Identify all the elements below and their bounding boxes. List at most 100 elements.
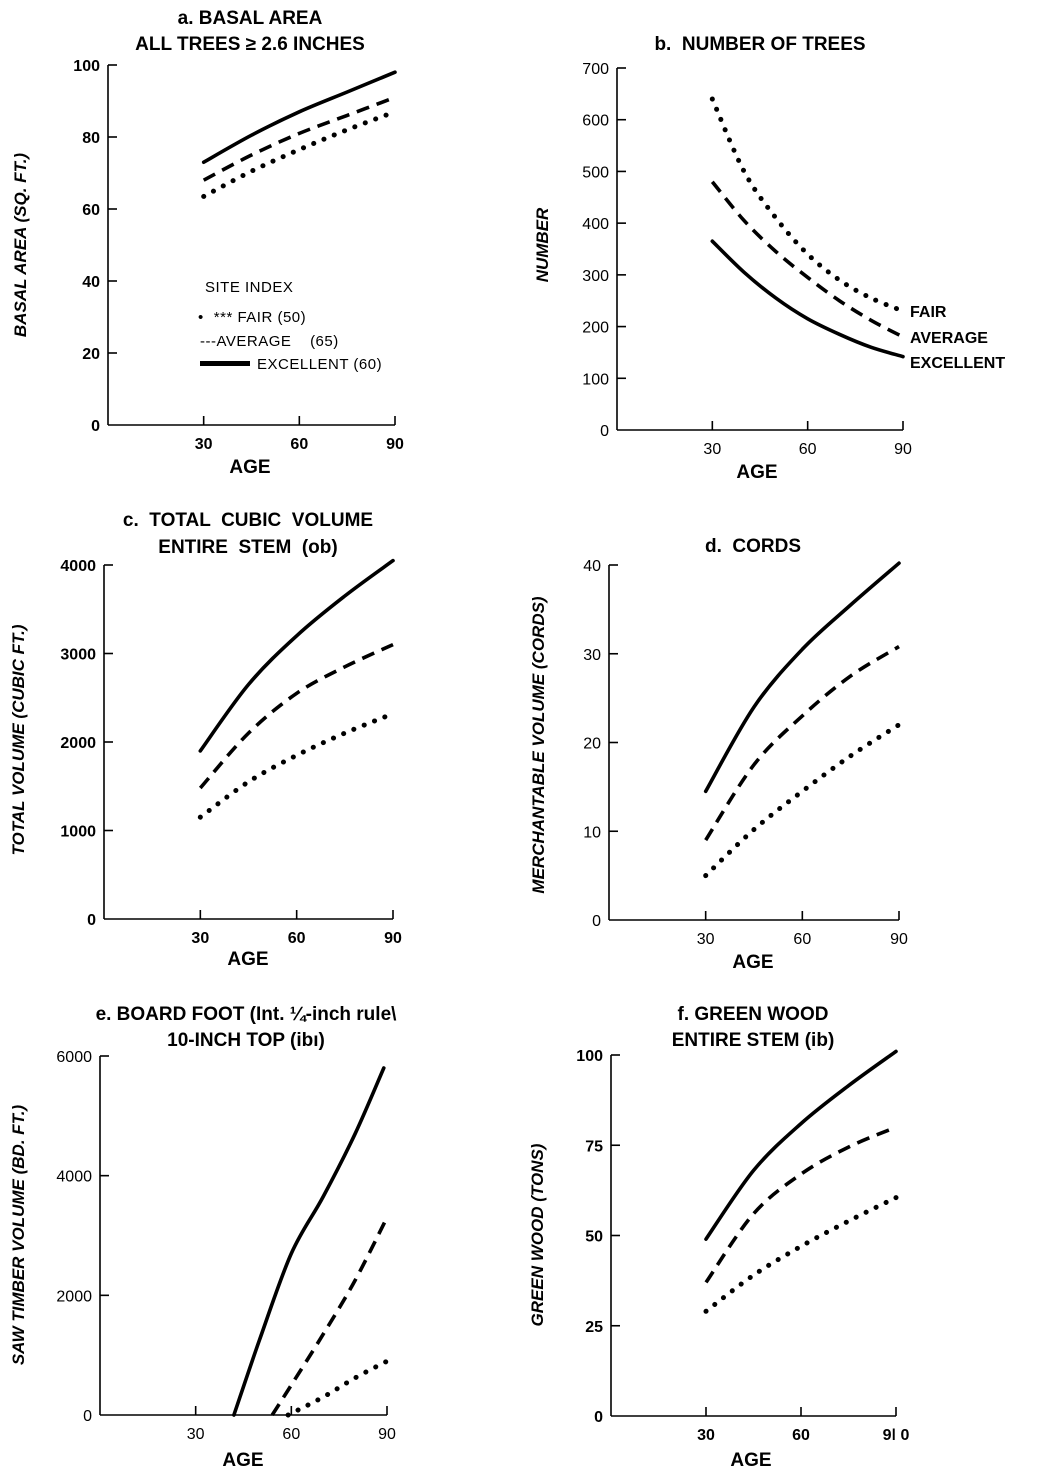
y-tick-label: 2000 — [60, 735, 96, 752]
y-tick-label: 0 — [91, 418, 100, 435]
y-tick-label: 50 — [585, 1229, 603, 1246]
y-tick-label: 0 — [592, 913, 601, 930]
x-tick-label: 90 — [384, 930, 402, 947]
x-tick-label: 90 — [378, 1426, 396, 1443]
y-tick-label: 600 — [582, 113, 609, 130]
series-fair-line — [197, 711, 396, 820]
series-excellent-line — [703, 561, 901, 794]
panel-b-y-axis-label: NUMBER — [533, 207, 552, 282]
legend-title: SITE INDEX — [205, 279, 293, 296]
series-excellent-line — [710, 239, 905, 359]
y-tick-label: 6000 — [56, 1049, 92, 1066]
y-tick-label: 700 — [582, 61, 609, 78]
y-tick-label: 0 — [87, 912, 96, 929]
series-average-line — [704, 645, 900, 842]
x-tick-label: 30 — [187, 1426, 205, 1443]
panel-a-title-line1: a. BASAL AREA — [178, 8, 323, 29]
panel-b-title: b. NUMBER OF TREES — [654, 34, 865, 55]
x-tick-label: 60 — [282, 1426, 300, 1443]
x-tick-label: 30 — [191, 930, 209, 947]
y-tick-label: 0 — [600, 423, 609, 440]
x-tick-label: 60 — [799, 441, 817, 458]
panel-f-y-axis-label: GREEN WOOD (TONS) — [528, 1143, 547, 1326]
y-tick-label: 100 — [73, 58, 100, 75]
panel-a-title-line2: ALL TREES ≥ 2.6 INCHES — [135, 34, 365, 55]
series-average-line — [198, 642, 394, 790]
panel-e-title-line1: e. BOARD FOOT (Int. ¼-inch rule\ — [96, 1004, 398, 1025]
series-average-line — [710, 180, 904, 339]
x-tick-label: 9ǀ 0 — [883, 1427, 910, 1444]
panel-a-y-axis-label: BASAL AREA (SQ. FT.) — [11, 153, 30, 338]
series-fair-line — [703, 1195, 899, 1314]
x-tick-label: 30 — [697, 1427, 715, 1444]
x-tick-label: 60 — [793, 931, 811, 948]
panel-f-x-axis-label: AGE — [730, 1450, 771, 1471]
x-tick-label: 30 — [697, 931, 715, 948]
panel-a-x-axis-label: AGE — [229, 457, 270, 478]
panel-c-title-line1: c. TOTAL CUBIC VOLUME — [123, 510, 373, 531]
panel-f-green-wood: f. GREEN WOOD ENTIRE STEM (ib) GREEN WOO… — [528, 1004, 909, 1471]
y-tick-label: 2000 — [56, 1288, 92, 1305]
series-fair-line — [703, 722, 902, 879]
panel-f-title-line1: f. GREEN WOOD — [678, 1004, 829, 1025]
x-tick-label: 90 — [894, 441, 912, 458]
panel-b-x-axis-label: AGE — [736, 462, 777, 483]
legend-label-average: ---AVERAGE (65) — [200, 333, 339, 350]
y-tick-label: 60 — [82, 202, 100, 219]
y-tick-label: 3000 — [60, 647, 96, 664]
x-tick-label: 30 — [195, 436, 213, 453]
y-tick-label: 100 — [576, 1048, 603, 1065]
panel-d-cords: d. CORDS MERCHANTABLE VOLUME (CORDS) AGE… — [529, 536, 908, 973]
y-tick-label: 100 — [582, 371, 609, 388]
x-tick-label: 90 — [386, 436, 404, 453]
panel-e-board-foot: e. BOARD FOOT (Int. ¼-inch rule\ 10-INCH… — [9, 1004, 397, 1471]
y-tick-label: 200 — [582, 320, 609, 337]
y-tick-label: 500 — [582, 164, 609, 181]
y-tick-label: 75 — [585, 1138, 603, 1155]
y-tick-label: 1000 — [60, 824, 96, 841]
series-excellent-line — [704, 1049, 898, 1241]
panel-d-y-axis-label: MERCHANTABLE VOLUME (CORDS) — [529, 596, 548, 894]
legend-fair-text: *** FAIR (50) — [214, 309, 306, 326]
panel-a-legend: SITE INDEX • *** FAIR (50) ---AVERAGE (65… — [198, 279, 382, 373]
end-label-fair: FAIR — [910, 304, 947, 321]
y-tick-label: 0 — [594, 1409, 603, 1426]
x-tick-label: 60 — [792, 1427, 810, 1444]
panel-b-number-of-trees: b. NUMBER OF TREES NUMBER AGE 0 100 200 300… — [533, 34, 1005, 483]
panel-c-y-axis-label: TOTAL VOLUME (CUBIC FT.) — [9, 624, 28, 855]
end-label-excellent: EXCELLENT — [910, 355, 1005, 372]
panel-a-basal-area: a. BASAL AREA ALL TREES ≥ 2.6 INCHES BAS… — [11, 8, 404, 478]
panel-c-x-axis-label: AGE — [227, 949, 268, 970]
series-excellent-line — [232, 1066, 386, 1417]
panel-d-x-axis-label: AGE — [732, 952, 773, 973]
panel-c-title-line2: ENTIRE STEM (ob) — [158, 537, 337, 558]
y-tick-label: 25 — [585, 1319, 603, 1336]
y-tick-label: 20 — [583, 736, 601, 753]
y-tick-label: 30 — [583, 647, 601, 664]
panel-e-title-line2: 10-INCH TOP (ibı) — [167, 1030, 325, 1051]
x-tick-label: 60 — [290, 436, 308, 453]
y-tick-label: 20 — [82, 346, 100, 363]
series-average-line — [202, 95, 396, 182]
y-tick-label: 4000 — [60, 558, 96, 575]
legend-label-fair: • *** FAIR (50) — [198, 309, 306, 326]
series-excellent-line — [201, 70, 397, 164]
series-fair-line — [709, 96, 906, 314]
panel-e-y-axis-label: SAW TIMBER VOLUME (BD. FT.) — [9, 1105, 28, 1366]
y-tick-label: 40 — [583, 558, 601, 575]
series-fair-line — [201, 109, 398, 199]
legend-label-excellent: EXCELLENT (60) — [257, 356, 382, 373]
series-excellent-line — [198, 558, 395, 753]
panel-e-x-axis-label: AGE — [222, 1450, 263, 1471]
y-tick-label: 0 — [83, 1408, 92, 1425]
series-average-line — [270, 1216, 389, 1416]
series-fair-line — [285, 1358, 390, 1418]
panel-d-title: d. CORDS — [705, 536, 801, 557]
end-label-average: AVERAGE — [910, 330, 988, 347]
y-tick-label: 4000 — [56, 1169, 92, 1186]
y-tick-label: 40 — [82, 274, 100, 291]
panel-f-title-line2: ENTIRE STEM (ib) — [672, 1030, 835, 1051]
y-tick-label: 80 — [82, 130, 100, 147]
x-tick-label: 30 — [703, 441, 721, 458]
